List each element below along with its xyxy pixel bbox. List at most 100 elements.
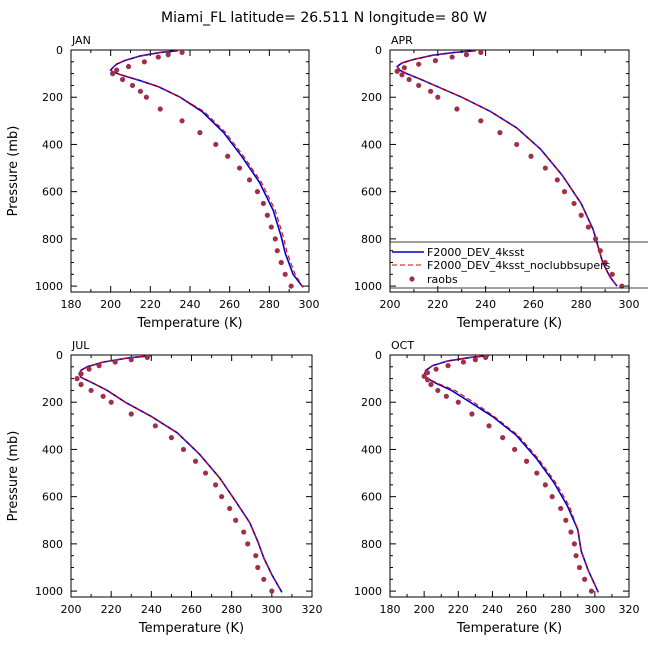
raobs-point xyxy=(399,72,405,78)
raobs-point xyxy=(454,106,460,112)
y-tick-label: 1000 xyxy=(354,585,382,598)
raobs-point xyxy=(435,94,441,100)
raobs-point xyxy=(197,130,203,136)
raobs-point xyxy=(585,224,591,230)
panel-jul: JUL 200 220 240 260 280 300 320 0 200 400 600 800 100… xyxy=(6,339,323,636)
raobs-point xyxy=(406,76,412,83)
x-tick-label: 180 xyxy=(61,298,82,311)
raobs-point xyxy=(609,271,615,277)
x-tick-label: 220 xyxy=(101,603,122,616)
x-tick-label: 220 xyxy=(140,298,161,311)
plot-frame xyxy=(70,49,310,293)
raobs-point xyxy=(469,411,475,417)
raobs-point xyxy=(619,283,625,289)
raobs-point xyxy=(512,446,518,453)
raobs-point xyxy=(472,357,478,363)
raobs-point xyxy=(571,200,577,207)
plot-frame xyxy=(389,354,630,598)
y-tick-label: 200 xyxy=(42,91,63,104)
raobs-point xyxy=(463,52,470,58)
x-tick-label: 220 xyxy=(427,298,448,311)
raobs-point xyxy=(165,52,171,58)
y-tick-label: 600 xyxy=(42,491,63,504)
x-tick-label: 200 xyxy=(380,298,401,311)
x-tick-label: 300 xyxy=(299,298,320,311)
x-tick-label: 260 xyxy=(219,298,240,311)
series-line-noclubbsuperss xyxy=(109,50,304,288)
x-axis-label: Temperature (K) xyxy=(456,316,562,331)
y-tick-label: 200 xyxy=(42,396,63,409)
series-group xyxy=(394,50,625,289)
series-group xyxy=(421,355,600,594)
raobs-point xyxy=(245,541,251,547)
raobs-point xyxy=(179,118,185,124)
raobs-point xyxy=(108,399,114,405)
raobs-point xyxy=(432,58,439,64)
raobs-point xyxy=(254,189,261,195)
y-tick-label: 600 xyxy=(42,186,63,199)
y-tick-label: 800 xyxy=(361,538,382,551)
raobs-point xyxy=(241,529,247,535)
raobs-point xyxy=(534,470,540,476)
x-tick-label: 240 xyxy=(482,603,503,616)
raobs-point xyxy=(478,118,484,124)
raobs-point xyxy=(588,588,595,594)
raobs-point xyxy=(428,88,434,94)
raobs-point xyxy=(497,130,503,136)
raobs-point xyxy=(582,576,588,582)
panel-title: OCT xyxy=(391,339,414,352)
raobs-point xyxy=(478,50,484,55)
raobs-point xyxy=(192,458,199,464)
raobs-point xyxy=(119,76,126,83)
raobs-point xyxy=(96,363,102,369)
raobs-point xyxy=(500,435,506,441)
y-tick-label: 0 xyxy=(375,349,382,362)
raobs-point xyxy=(424,370,431,376)
series-group xyxy=(109,50,304,289)
raobs-point xyxy=(288,283,294,289)
y-tick-label: 400 xyxy=(361,138,382,151)
raobs-point xyxy=(74,376,80,382)
x-axis-label: Temperature (K) xyxy=(138,621,244,636)
legend-label: F2000_DEV_4ksst xyxy=(427,246,525,259)
x-tick-label: 280 xyxy=(259,298,280,311)
raobs-point xyxy=(110,71,116,77)
raobs-point xyxy=(561,189,568,195)
raobs-point xyxy=(114,67,120,73)
y-tick-label: 400 xyxy=(42,138,63,151)
y-tick-label: 400 xyxy=(42,443,63,456)
x-tick-label: 240 xyxy=(180,298,201,311)
x-tick-label: 300 xyxy=(584,603,605,616)
raobs-point xyxy=(180,446,187,453)
raobs-point xyxy=(253,553,259,559)
raobs-point xyxy=(549,494,555,500)
y-tick-label: 800 xyxy=(361,233,382,246)
raobs-point xyxy=(144,355,150,360)
series-line-4ksst xyxy=(423,355,600,593)
legend-swatch-dot xyxy=(409,276,415,282)
x-tick-label: 280 xyxy=(550,603,571,616)
raobs-point xyxy=(278,259,284,266)
raobs-point xyxy=(202,470,209,476)
raobs-point xyxy=(554,177,560,183)
legend-label: raobs xyxy=(427,273,458,286)
panel-title: APR xyxy=(391,34,413,47)
raobs-point xyxy=(282,271,288,277)
raobs-point xyxy=(219,494,225,500)
y-tick-label: 1000 xyxy=(354,280,382,293)
y-tick-label: 400 xyxy=(361,443,382,456)
raobs-point xyxy=(225,153,231,159)
y-tick-label: 1000 xyxy=(35,280,63,293)
x-tick-label: 300 xyxy=(261,603,282,616)
raobs-point xyxy=(460,359,467,365)
x-tick-label: 320 xyxy=(619,603,640,616)
panel-jan: JAN 180 200 220 240 260 280 300 0 200 400 600 800 100… xyxy=(6,34,320,331)
panel-apr: APR 200 220 240 260 280 300 0 200 400 600 800 1000 Te… xyxy=(354,34,648,331)
raobs-point xyxy=(128,411,134,417)
x-tick-label: 280 xyxy=(221,603,242,616)
raobs-point xyxy=(260,200,266,207)
raobs-point xyxy=(528,153,534,159)
raobs-point xyxy=(261,576,267,582)
y-tick-label: 800 xyxy=(42,233,63,246)
